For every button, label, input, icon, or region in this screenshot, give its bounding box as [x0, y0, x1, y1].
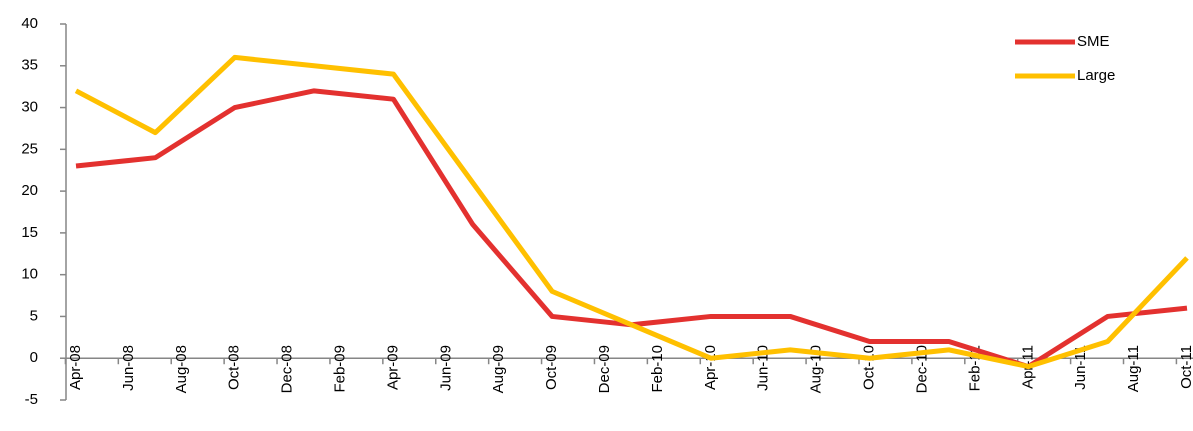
x-tick-label: Oct-11 — [1178, 345, 1193, 389]
x-tick-label: Aug-11 — [1125, 345, 1142, 392]
y-tick-label: 0 — [30, 349, 38, 366]
y-tick-label: 25 — [21, 140, 38, 157]
x-tick-label: Apr-08 — [67, 345, 84, 390]
legend-label: SME — [1077, 33, 1110, 50]
x-tick-label: Aug-09 — [490, 345, 507, 393]
data-line — [74, 54, 1189, 370]
x-tick-label: Apr-09 — [384, 345, 401, 390]
y-tick-label: 5 — [30, 307, 38, 324]
x-tick-label: Aug-08 — [173, 345, 190, 393]
legend-label: Large — [1077, 67, 1115, 84]
y-tick-label: 35 — [21, 57, 38, 74]
x-tick-label: Oct-09 — [543, 345, 560, 390]
x-tick-label: Oct-08 — [226, 345, 243, 390]
y-tick-label: 40 — [21, 15, 38, 32]
y-tick-label: -5 — [25, 391, 38, 408]
x-tick-label: Dec-10 — [913, 345, 930, 393]
x-tick-label: Oct-10 — [861, 345, 878, 390]
y-tick-label: 30 — [21, 99, 38, 116]
x-tick-label: Jun-08 — [120, 345, 137, 391]
x-tick-label: Feb-10 — [649, 345, 666, 393]
y-tick-label: 20 — [21, 182, 38, 199]
x-tick-label: Dec-08 — [279, 345, 296, 393]
x-tick-label: Jun-11 — [1072, 345, 1089, 390]
x-tick-label: Dec-09 — [596, 345, 613, 393]
x-tick-label: Jun-09 — [437, 345, 454, 391]
x-tick-label: Jun-10 — [755, 345, 772, 391]
y-tick-label: 15 — [21, 224, 38, 241]
x-tick-label: Feb-09 — [331, 345, 348, 393]
y-tick-label: 10 — [21, 266, 38, 283]
x-tick-label: Aug-10 — [808, 345, 825, 393]
x-tick-label: Apr-10 — [702, 345, 719, 390]
